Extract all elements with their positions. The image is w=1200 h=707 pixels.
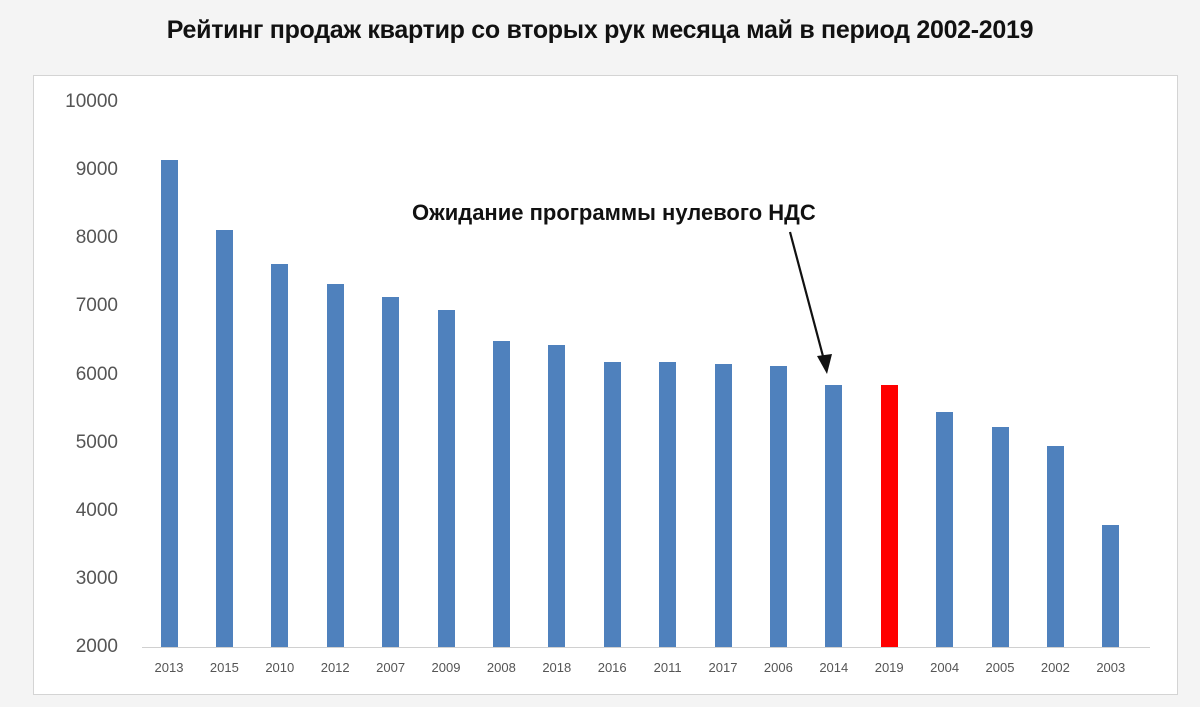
bar-2003 [1102,525,1120,647]
y-tick-label: 6000 [75,363,118,385]
bar-2008 [492,341,510,647]
annotation-label: Ожидание программы нулевого НДС [412,200,816,225]
bar-2006 [769,365,787,647]
y-tick-label: 10000 [65,91,118,112]
x-tick-label: 2006 [763,660,793,675]
x-tick-label: 2019 [874,660,904,675]
x-tick-label: 2004 [930,660,960,675]
y-tick-label: 9000 [75,159,118,181]
y-tick-label: 2000 [75,636,118,657]
y-tick-label: 4000 [75,499,118,521]
y-tick-label: 8000 [75,227,118,249]
bar-2004 [936,411,954,647]
bar-2005 [991,426,1009,647]
x-tick-label: 2003 [1096,660,1126,675]
bar-2013 [160,159,178,647]
x-tick-label: 2007 [376,660,406,675]
x-tick-label: 2010 [265,660,295,675]
bar-2002 [1046,446,1064,647]
x-tick-label: 2008 [486,660,516,675]
x-tick-label: 2009 [431,660,461,675]
bar-2011 [659,362,677,647]
bar-2007 [382,296,400,647]
bar-2015 [215,230,233,647]
x-tick-label: 2013 [154,660,184,675]
bar-2009 [437,309,455,647]
x-tick-label: 2016 [597,660,627,675]
y-tick-label: 3000 [75,567,118,589]
bar-2012 [326,283,344,647]
x-tick-label: 2017 [708,660,738,675]
bar-2014 [825,384,843,647]
x-tick-label: 2002 [1040,660,1070,675]
bar-2016 [603,362,621,647]
x-tick-label: 2005 [985,660,1015,675]
chart-title: Рейтинг продаж квартир со вторых рук мес… [166,16,1034,44]
y-tick-label: 5000 [75,431,118,453]
y-tick-label: 7000 [75,295,118,317]
bar-2018 [548,345,566,647]
x-tick-label: 2012 [320,660,350,675]
bar-2017 [714,363,732,647]
x-axis-line [142,647,1150,648]
x-tick-label: 2018 [542,660,572,675]
bar-2019 [880,384,898,647]
x-tick-label: 2015 [209,660,239,675]
bar-2010 [271,264,289,647]
x-tick-label: 2011 [653,660,682,675]
x-tick-label: 2014 [819,660,849,675]
